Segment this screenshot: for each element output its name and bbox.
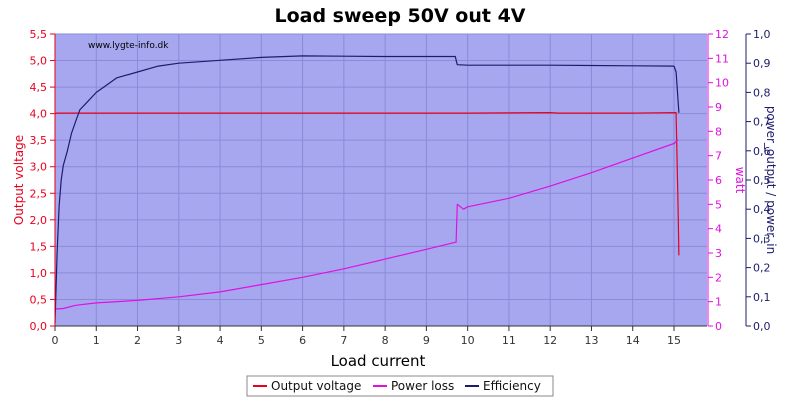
plot-area [55, 34, 707, 326]
watermark: www.lygte-info.dk [88, 41, 169, 51]
chart-title: Load sweep 50V out 4V [274, 5, 525, 27]
efficiency-tick-label: 0,1 [753, 291, 771, 304]
efficiency-tick-label: 0,7 [753, 116, 771, 129]
x-tick-label: 9 [423, 334, 430, 347]
left-tick-label: 5,5 [30, 28, 48, 41]
x-tick-label: 2 [134, 334, 141, 347]
left-tick-label: 0,0 [30, 320, 48, 333]
efficiency-tick-label: 1,0 [753, 28, 771, 41]
left-tick-label: 2,5 [30, 187, 48, 200]
x-tick-label: 10 [461, 334, 475, 347]
series-line-output-voltage [54, 111, 680, 256]
legend-item-label: Efficiency [483, 379, 541, 393]
left-tick-label: 2,0 [30, 214, 48, 227]
x-tick-label: 3 [175, 334, 182, 347]
efficiency-axis-title: power_output / power_in [764, 106, 778, 254]
left-tick-label: 1,5 [30, 240, 48, 253]
left-tick-label: 1,0 [30, 267, 48, 280]
legend-item-label: Output voltage [271, 379, 361, 393]
watt-tick-label: 11 [715, 52, 729, 65]
x-tick-label: 13 [584, 334, 598, 347]
watt-axis-title: watt [733, 167, 747, 194]
left-tick-label: 0,5 [30, 293, 48, 306]
watt-tick-label: 5 [715, 198, 722, 211]
efficiency-tick-label: 0,9 [753, 57, 771, 70]
x-tick-label: 1 [93, 334, 100, 347]
watt-tick-label: 6 [715, 174, 722, 187]
x-tick-label: 4 [217, 334, 224, 347]
x-tick-label: 8 [382, 334, 389, 347]
watt-tick-label: 2 [715, 271, 722, 284]
series-line-power-loss [54, 139, 679, 310]
watt-tick-label: 12 [715, 28, 729, 41]
series-layer [54, 55, 680, 324]
x-tick-label: 12 [543, 334, 557, 347]
left-tick-label: 4,0 [30, 108, 48, 121]
watt-tick-label: 10 [715, 77, 729, 90]
efficiency-tick-label: 0,8 [753, 86, 771, 99]
watt-tick-label: 1 [715, 296, 722, 309]
legend-box [246, 375, 554, 397]
watt-tick-label: 8 [715, 125, 722, 138]
axes-layer: 0 1 2 3 4 5 6 7 8 9 10 11 12 13 14 150,00,51,01,52,02,5… [30, 28, 771, 347]
x-tick-label: 6 [299, 334, 306, 347]
watt-tick-label: 0 [715, 320, 722, 333]
x-axis-title: Load current [331, 352, 426, 370]
efficiency-tick-label: 0,3 [753, 232, 771, 245]
efficiency-tick-label: 0,5 [753, 174, 771, 187]
series-line-efficiency [54, 55, 680, 324]
efficiency-tick-label: 0,0 [753, 320, 771, 333]
x-tick-label: 7 [340, 334, 347, 347]
left-axis-title: Output voltage [12, 135, 26, 225]
left-tick-label: 3,5 [30, 134, 48, 147]
efficiency-tick-label: 0,2 [753, 262, 771, 275]
x-tick-label: 5 [258, 334, 265, 347]
efficiency-tick-label: 0,6 [753, 145, 771, 158]
left-tick-label: 4,5 [30, 81, 48, 94]
watt-tick-label: 4 [715, 223, 722, 236]
watt-tick-label: 9 [715, 101, 722, 114]
left-tick-label: 5,0 [30, 55, 48, 68]
legend: Output voltage Power loss Efficiency [246, 375, 554, 397]
watt-tick-label: 7 [715, 150, 722, 163]
legend-item-label: Power loss [391, 379, 454, 393]
x-tick-label: 15 [667, 334, 681, 347]
x-tick-label: 14 [626, 334, 640, 347]
efficiency-tick-label: 0,4 [753, 203, 771, 216]
watt-tick-label: 3 [715, 247, 722, 260]
x-tick-label: 0 [52, 334, 59, 347]
x-tick-label: 11 [502, 334, 516, 347]
left-tick-label: 3,0 [30, 161, 48, 174]
